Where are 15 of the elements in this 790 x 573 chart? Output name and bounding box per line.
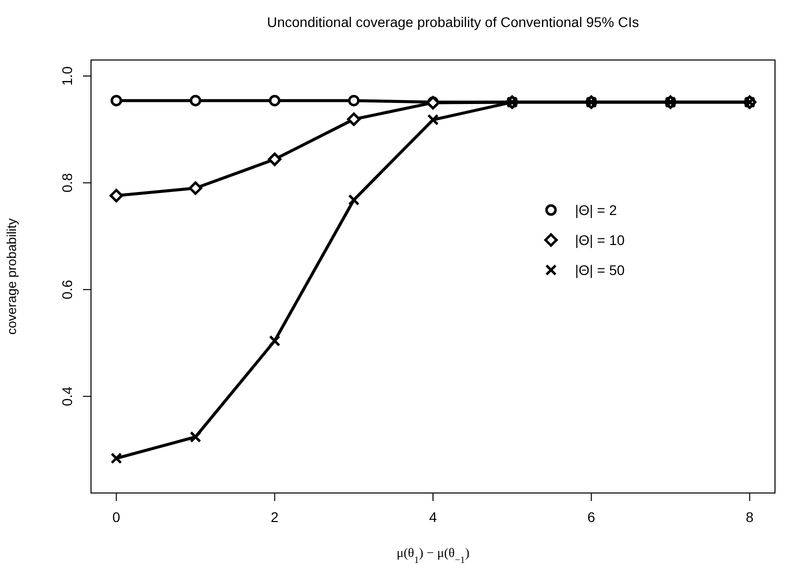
y-tick-label: 1.0 bbox=[59, 66, 75, 86]
y-tick-label: 0.4 bbox=[59, 386, 75, 406]
legend-label: |Θ| = 10 bbox=[575, 232, 625, 248]
y-axis-title: coverage probability bbox=[4, 218, 19, 335]
x-tick-label: 2 bbox=[270, 509, 279, 525]
x-tick-label: 6 bbox=[587, 509, 596, 525]
y-tick-label: 0.8 bbox=[59, 172, 75, 193]
legend-label: |Θ| = 2 bbox=[575, 202, 618, 218]
x-tick-label: 8 bbox=[746, 509, 754, 525]
legend-label: |Θ| = 50 bbox=[575, 262, 625, 278]
x-axis-title: μ(θ$_{1}$) − μ(θ$_{−1}$) bbox=[396, 545, 470, 566]
chart-title: Unconditional coverage probability of Conventional 95% CIs bbox=[267, 14, 639, 30]
x-tick-label: 0 bbox=[112, 509, 120, 525]
x-tick-label: 4 bbox=[429, 509, 438, 525]
y-tick-label: 0.6 bbox=[59, 280, 75, 300]
